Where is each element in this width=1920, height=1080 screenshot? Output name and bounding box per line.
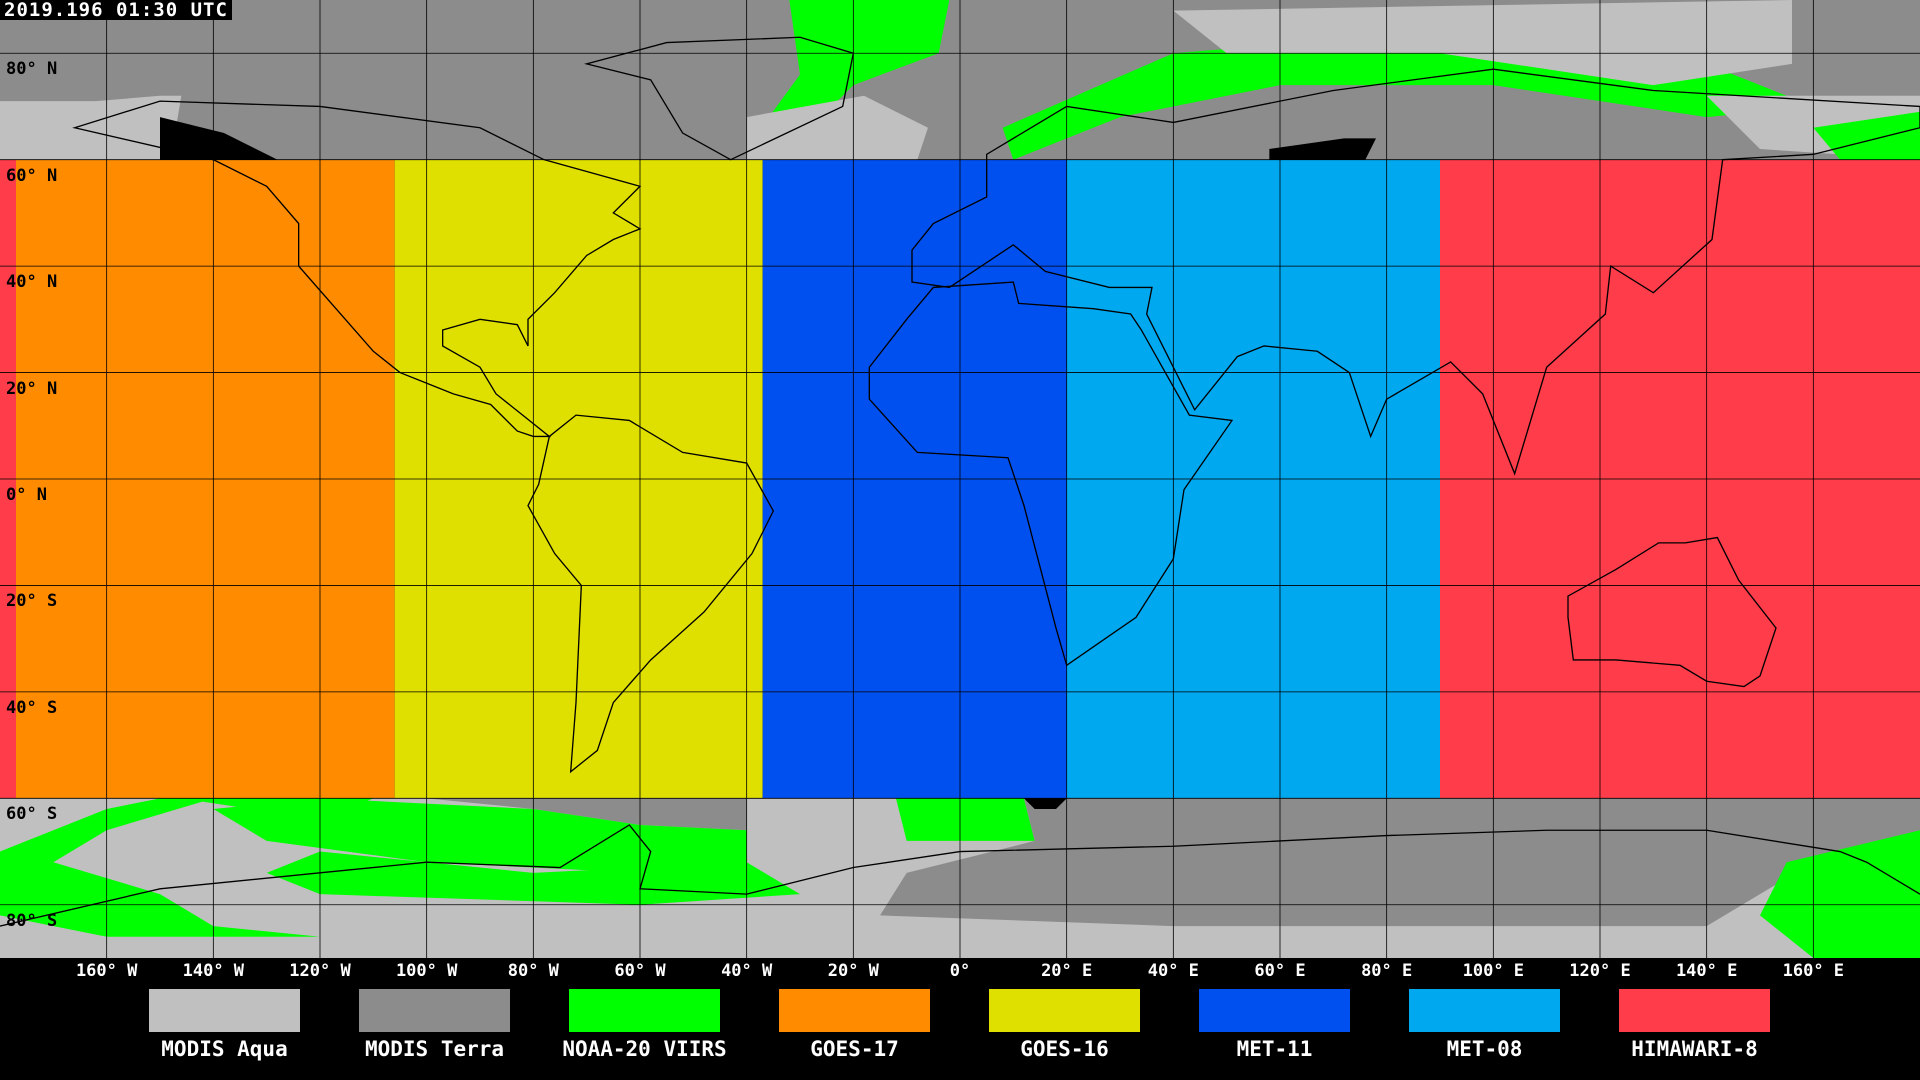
north-no-data <box>1269 138 1376 160</box>
legend-label: GOES-16 <box>1020 1037 1109 1061</box>
legend-item: GOES-16 <box>989 989 1140 1061</box>
south-noaa20 <box>1760 830 1920 958</box>
coastline-north-america <box>72 100 642 438</box>
north-modis-aqua <box>1173 0 1792 86</box>
north-modis-aqua <box>0 95 182 160</box>
legend-item: MET-11 <box>1199 989 1350 1061</box>
legend-label: NOAA-20 VIIRS <box>562 1037 727 1061</box>
longitude-label: 20° E <box>1041 961 1093 981</box>
longitude-label: 80° E <box>1361 961 1413 981</box>
legend-swatch <box>1199 989 1350 1032</box>
legend-swatch <box>359 989 510 1032</box>
latitude-label: 80° N <box>6 59 58 80</box>
legend-item: HIMAWARI-8 <box>1619 989 1770 1061</box>
south-noaa20 <box>896 798 1035 841</box>
latitude-label: 60° N <box>6 165 58 186</box>
coastlines <box>0 36 1920 927</box>
legend-swatch <box>569 989 720 1032</box>
longitude-label: 40° E <box>1147 961 1199 981</box>
timestamp: 2019.196 01:30 UTC <box>0 0 232 20</box>
south-modis-terra <box>426 798 747 831</box>
coastline-africa <box>868 281 1234 667</box>
legend-swatch <box>1409 989 1560 1032</box>
longitude-label: 60° W <box>614 961 666 981</box>
longitude-label: 160° W <box>75 961 138 981</box>
latitude-label: 60° S <box>6 804 58 825</box>
longitude-label: 20° W <box>827 961 879 981</box>
latitude-label: 40° S <box>6 697 58 718</box>
legend-swatch <box>149 989 300 1032</box>
legend-label: MODIS Terra <box>364 1037 505 1061</box>
longitude-label: 120° E <box>1569 961 1631 981</box>
legend-swatch <box>1619 989 1770 1032</box>
latitude-label: 0° N <box>6 485 47 505</box>
legend-label: MET-11 <box>1236 1037 1313 1061</box>
south-noaa20 <box>0 798 320 937</box>
legend-label: GOES-17 <box>810 1037 899 1061</box>
legend-item: NOAA-20 VIIRS <box>562 989 727 1061</box>
north-no-data <box>160 117 278 160</box>
legend-item: MET-08 <box>1409 989 1560 1061</box>
latitude-label: 40° N <box>6 272 58 293</box>
south-noaa20 <box>181 798 374 820</box>
north-modis-aqua <box>746 95 928 160</box>
longitude-label: 140° W <box>182 961 245 981</box>
longitude-label: 140° E <box>1675 961 1738 981</box>
longitude-label: 40° W <box>721 961 773 981</box>
latitude-label: 80° S <box>6 910 58 931</box>
longitude-label: 80° W <box>507 961 559 981</box>
longitude-label: 60° E <box>1254 961 1306 981</box>
coverage-map <box>0 0 1920 958</box>
coastline-eurasia <box>911 68 1920 476</box>
legend-swatch <box>779 989 930 1032</box>
longitude-label: 160° E <box>1782 961 1845 981</box>
legend-label: MET-08 <box>1446 1037 1523 1061</box>
coastline-antarctica <box>0 824 1920 927</box>
south-no-data <box>1024 798 1067 809</box>
legend-swatch <box>989 989 1140 1032</box>
longitude-label: 100° E <box>1462 961 1525 981</box>
latitude-label: 20° S <box>6 591 58 612</box>
legend-label: MODIS Aqua <box>161 1037 288 1061</box>
legend-label: HIMAWARI-8 <box>1631 1037 1758 1061</box>
legend-item: GOES-17 <box>779 989 930 1061</box>
graticule <box>0 52 1920 906</box>
south-noaa20 <box>213 798 747 873</box>
longitude-label: 100° W <box>395 961 458 981</box>
legend-item: MODIS Terra <box>359 989 510 1061</box>
coastline-south-america <box>527 414 775 774</box>
coastline-australia <box>1567 536 1777 688</box>
legend-item: MODIS Aqua <box>149 989 300 1061</box>
latitude-label: 20° N <box>6 378 58 399</box>
longitude-label: 120° W <box>289 961 351 981</box>
longitude-label: 0° <box>949 961 971 981</box>
